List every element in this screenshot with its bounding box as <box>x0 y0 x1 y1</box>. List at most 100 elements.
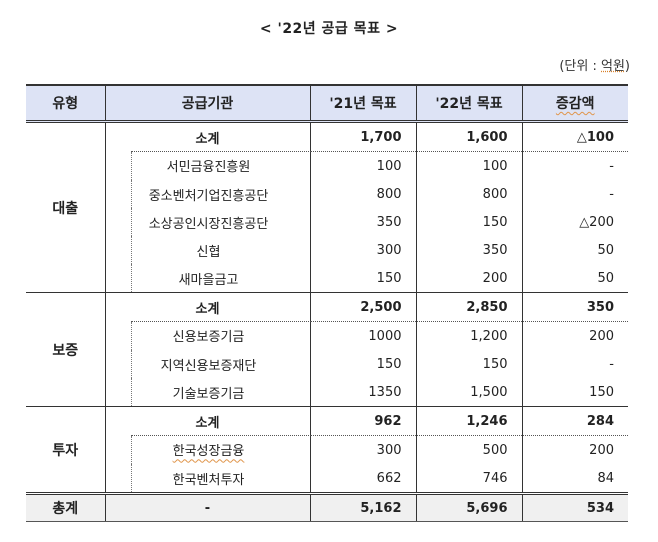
cell-2021: 1350 <box>309 378 417 407</box>
table-row: 서민금융진흥원 100 100 - <box>26 151 628 180</box>
group-type-guarantee: 보증 <box>26 292 106 407</box>
cell-change: - <box>521 180 628 208</box>
supply-target-table: 유형 공급기관 '21년 목표 '22년 목표 증감액 대출 소계 1,700 … <box>26 84 628 522</box>
cell-2022: 1,600 <box>415 121 523 152</box>
institution-name: 서민금융진흥원 <box>130 151 311 180</box>
institution-name-text: 한국성장금융 <box>172 444 245 460</box>
institution-cell: 신용보증기금 <box>104 321 311 350</box>
total-row: 총계 - 5,162 5,696 534 <box>26 492 628 522</box>
table-row: 한국벤처투자 662 746 84 <box>26 464 628 494</box>
cell-2022: 150 <box>415 208 523 236</box>
subtotal-row-guarantee: 보증 소계 2,500 2,850 350 <box>26 292 628 407</box>
cell-2021: 962 <box>309 406 417 436</box>
cell-change: △100 <box>521 121 628 152</box>
subtotal-label-text: 소계 <box>195 131 220 147</box>
subtotal-label-text: 소계 <box>195 301 220 317</box>
unit-value: 억원 <box>601 59 625 74</box>
cell-change: 50 <box>521 236 628 264</box>
subtotal-label: 소계 <box>104 406 311 436</box>
cell-2022: 746 <box>415 464 523 494</box>
institution-name: 새마을금고 <box>130 264 311 292</box>
cell-change: 284 <box>521 406 628 436</box>
cell-2022: 1,500 <box>415 378 523 407</box>
institution-name: 중소벤처기업진흥공단 <box>130 180 311 208</box>
dotted-divider <box>130 434 311 436</box>
institution-name: 지역신용보증재단 <box>130 350 311 378</box>
institution-cell: 한국벤처투자 <box>104 464 311 494</box>
table-title: < '22년 공급 목표 > <box>259 21 399 37</box>
group-type-investment: 투자 <box>26 406 106 494</box>
cell-change: 200 <box>521 321 628 350</box>
cell-2021: 150 <box>309 350 417 378</box>
institution-name: 소상공인시장진흥공단 <box>130 208 311 236</box>
cell-2021: 662 <box>309 464 417 494</box>
header-2022-target: '22년 목표 <box>415 84 523 123</box>
table-row: 한국성장금융 300 500 200 <box>26 435 628 464</box>
cell-2022: 2,850 <box>415 292 523 322</box>
header-change: 증감액 <box>521 84 628 123</box>
institution-cell: 신협 <box>104 236 311 264</box>
institution-name: 신협 <box>130 236 311 264</box>
cell-2022: 1,200 <box>415 321 523 350</box>
header-row: 유형 공급기관 '21년 목표 '22년 목표 증감액 <box>26 84 628 123</box>
unit-suffix: ) <box>624 59 630 74</box>
header-institution: 공급기관 <box>104 84 311 123</box>
cell-change: 150 <box>521 378 628 407</box>
cell-change: 50 <box>521 264 628 293</box>
institution-name: 한국벤처투자 <box>130 464 311 492</box>
cell-2022: 200 <box>415 264 523 293</box>
cell-2021: 350 <box>309 208 417 236</box>
cell-2022: 100 <box>415 151 523 180</box>
cell-change: - <box>521 151 628 180</box>
group-type-loan: 대출 <box>26 121 106 293</box>
cell-2021: 300 <box>309 236 417 264</box>
cell-2021: 150 <box>309 264 417 293</box>
table-row: 새마을금고 150 200 50 <box>26 264 628 293</box>
cell-2021: 2,500 <box>309 292 417 322</box>
header-type: 유형 <box>26 84 106 123</box>
cell-2021: 100 <box>309 151 417 180</box>
institution-cell: 중소벤처기업진흥공단 <box>104 180 311 208</box>
cell-2021: 300 <box>309 435 417 464</box>
table-row: 소상공인시장진흥공단 350 150 △200 <box>26 208 628 236</box>
cell-2022: 1,246 <box>415 406 523 436</box>
table-row: 중소벤처기업진흥공단 800 800 - <box>26 180 628 208</box>
subtotal-row-investment: 투자 소계 962 1,246 284 <box>26 406 628 494</box>
cell-2022: 500 <box>415 435 523 464</box>
total-label: 총계 <box>26 492 106 522</box>
cell-change: - <box>521 350 628 378</box>
subtotal-label: 소계 <box>104 121 311 152</box>
total-institution: - <box>104 492 311 522</box>
cell-2022: 800 <box>415 180 523 208</box>
cell-2022: 350 <box>415 236 523 264</box>
cell-2021: 1000 <box>309 321 417 350</box>
table-row: 신협 300 350 50 <box>26 236 628 264</box>
table-row: 지역신용보증재단 150 150 - <box>26 350 628 378</box>
institution-cell: 새마을금고 <box>104 264 311 293</box>
institution-cell: 기술보증기금 <box>104 378 311 407</box>
total-2021: 5,162 <box>309 492 417 522</box>
subtotal-label-text: 소계 <box>195 415 220 431</box>
total-2022: 5,696 <box>415 492 523 522</box>
cell-change: 84 <box>521 464 628 494</box>
cell-change: 350 <box>521 292 628 322</box>
dotted-divider <box>130 150 311 152</box>
header-change-label: 증감액 <box>555 96 595 112</box>
institution-cell: 서민금융진흥원 <box>104 151 311 180</box>
table-row: 기술보증기금 1350 1,500 150 <box>26 378 628 407</box>
dotted-divider <box>130 320 311 322</box>
institution-name: 한국성장금융 <box>130 435 311 464</box>
cell-change: △200 <box>521 208 628 236</box>
institution-name: 기술보증기금 <box>130 378 311 406</box>
cell-2022: 150 <box>415 350 523 378</box>
institution-name: 신용보증기금 <box>130 321 311 350</box>
subtotal-row-loan: 대출 소계 1,700 1,600 △100 <box>26 121 628 293</box>
cell-2021: 800 <box>309 180 417 208</box>
subtotal-label: 소계 <box>104 292 311 322</box>
unit-prefix: (단위 : <box>559 59 601 74</box>
header-2021-target: '21년 목표 <box>309 84 417 123</box>
cell-2021: 1,700 <box>309 121 417 152</box>
table-row: 신용보증기금 1000 1,200 200 <box>26 321 628 350</box>
cell-change: 200 <box>521 435 628 464</box>
institution-cell: 지역신용보증재단 <box>104 350 311 378</box>
